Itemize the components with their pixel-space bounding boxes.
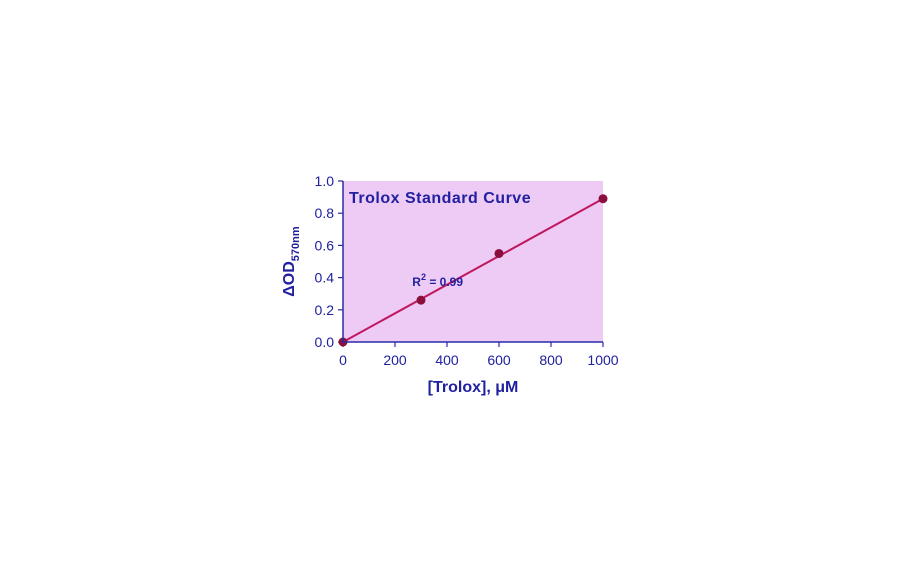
- fit-line: [342, 197, 604, 343]
- y-tick-label: 0.8: [315, 205, 335, 221]
- r-squared-value: = 0.99: [426, 275, 463, 289]
- y-axis-title-main: ΔOD: [281, 261, 298, 297]
- r-squared-base: R: [412, 275, 421, 289]
- y-tick-label: 1.0: [315, 173, 335, 189]
- y-axis-title: ΔOD570nm: [281, 226, 302, 297]
- r-squared-annotation: R2 = 0.99: [412, 272, 463, 289]
- x-tick-label: 400: [435, 352, 459, 368]
- x-tick-label: 600: [487, 352, 511, 368]
- data-point: [416, 295, 426, 305]
- y-tick-label: 0.2: [315, 302, 335, 318]
- x-axis-title: [Trolox], μM: [428, 379, 519, 396]
- y-tick-label: 0.6: [315, 237, 335, 253]
- plot-area: [343, 181, 603, 342]
- data-point: [598, 194, 608, 204]
- x-tick-label: 200: [383, 352, 407, 368]
- x-tick-label: 800: [539, 352, 563, 368]
- r-squared-superscript: 2: [421, 272, 426, 282]
- y-tick-label: 0.0: [315, 334, 335, 350]
- x-tick-label: 0: [339, 352, 347, 368]
- chart-title: Trolox Standard Curve: [349, 190, 531, 207]
- ticks-layer: 0 200 400 600 800 1000 0.0 0.2 0.4 0.6 0.8 1.0: [315, 173, 619, 368]
- x-tick-label: 1000: [587, 352, 618, 368]
- y-tick-label: 0.4: [315, 270, 335, 286]
- data-point: [494, 248, 504, 258]
- y-axis-title-subscript: 570nm: [290, 226, 302, 261]
